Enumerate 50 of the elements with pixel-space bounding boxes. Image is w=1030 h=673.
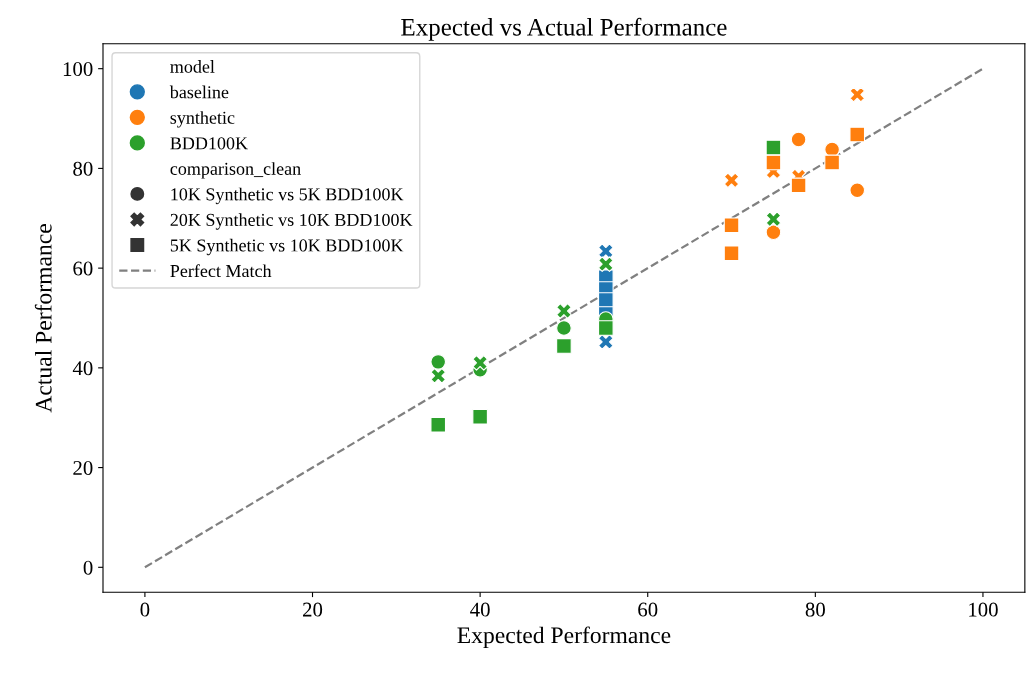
x-tick-label: 100 <box>969 602 998 617</box>
point <box>790 131 807 148</box>
y-tick-label: 20 <box>73 460 93 476</box>
x-tick-label: 20 <box>303 602 323 617</box>
point <box>765 224 782 241</box>
legend-label: baseline <box>169 85 229 99</box>
x-tick-label: 60 <box>638 602 658 617</box>
point <box>765 139 782 156</box>
point <box>556 320 572 336</box>
point <box>556 303 572 319</box>
point <box>824 141 840 158</box>
point <box>849 126 866 143</box>
y-tick-label: 100 <box>63 62 93 77</box>
point <box>723 172 740 189</box>
point <box>597 292 614 308</box>
legend-label: 5K Synthetic vs 10K BDD100K <box>170 238 404 256</box>
point <box>556 338 572 354</box>
point <box>472 355 488 371</box>
x-tick-label: 40 <box>470 602 490 617</box>
legend-label: Perfect Match <box>170 264 272 278</box>
point <box>597 334 614 350</box>
text: comparison_clean <box>170 162 301 179</box>
point <box>430 367 447 384</box>
point <box>765 154 782 171</box>
legend-label: synthetic <box>170 111 235 128</box>
y-tick-label: 80 <box>73 161 93 176</box>
point <box>849 182 866 199</box>
point <box>765 211 782 228</box>
point <box>597 256 614 272</box>
legend-label: BDD100K <box>170 137 248 150</box>
point <box>790 177 807 194</box>
text: model <box>170 60 215 73</box>
point <box>824 154 840 171</box>
x-tick-label: 0 <box>140 602 150 617</box>
point <box>723 217 740 234</box>
point <box>472 408 488 425</box>
x-axis-title: Expected Performance <box>457 626 671 649</box>
x-tick-label: 80 <box>805 602 825 617</box>
y-axis-title: Actual Performance <box>34 224 52 413</box>
y-tick-label: 0 <box>83 560 93 575</box>
point <box>597 320 614 336</box>
point <box>723 245 740 262</box>
chart-title: Expected vs Actual Performance <box>401 17 727 41</box>
legend-label: 10K Synthetic vs 5K BDD100K <box>171 187 404 205</box>
point <box>430 416 447 433</box>
y-tick-label: 60 <box>73 261 93 276</box>
point <box>430 354 447 370</box>
y-tick-label: 40 <box>72 361 93 376</box>
point <box>849 86 866 103</box>
legend-label: 20K Synthetic vs 10K BDD100K <box>170 213 413 230</box>
